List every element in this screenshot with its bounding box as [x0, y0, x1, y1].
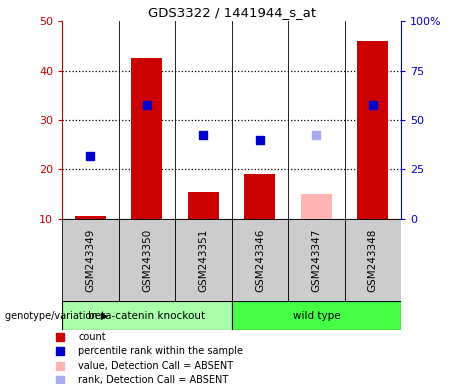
Bar: [231, 219, 288, 301]
Bar: [131, 58, 162, 219]
Bar: [118, 219, 175, 301]
Bar: [231, 301, 401, 330]
Bar: [301, 194, 332, 219]
Text: percentile rank within the sample: percentile rank within the sample: [78, 346, 243, 356]
Text: GSM243349: GSM243349: [85, 228, 95, 292]
Bar: [244, 174, 275, 219]
Bar: [75, 217, 106, 219]
Bar: [62, 219, 118, 301]
Text: rank, Detection Call = ABSENT: rank, Detection Call = ABSENT: [78, 375, 228, 384]
Text: GSM243346: GSM243346: [255, 228, 265, 292]
Text: GSM243347: GSM243347: [311, 228, 321, 292]
Text: GSM243350: GSM243350: [142, 228, 152, 292]
Text: count: count: [78, 332, 106, 342]
Bar: [188, 192, 219, 219]
Bar: [288, 219, 344, 301]
Bar: [175, 219, 231, 301]
Text: GSM243348: GSM243348: [368, 228, 378, 292]
Title: GDS3322 / 1441944_s_at: GDS3322 / 1441944_s_at: [148, 5, 316, 18]
Text: beta-catenin knockout: beta-catenin knockout: [89, 311, 206, 321]
Text: value, Detection Call = ABSENT: value, Detection Call = ABSENT: [78, 361, 233, 371]
Bar: [357, 41, 388, 219]
Text: genotype/variation ▶: genotype/variation ▶: [5, 311, 108, 321]
Text: GSM243351: GSM243351: [198, 228, 208, 292]
Bar: [62, 301, 231, 330]
Text: wild type: wild type: [293, 311, 340, 321]
Bar: [344, 219, 401, 301]
